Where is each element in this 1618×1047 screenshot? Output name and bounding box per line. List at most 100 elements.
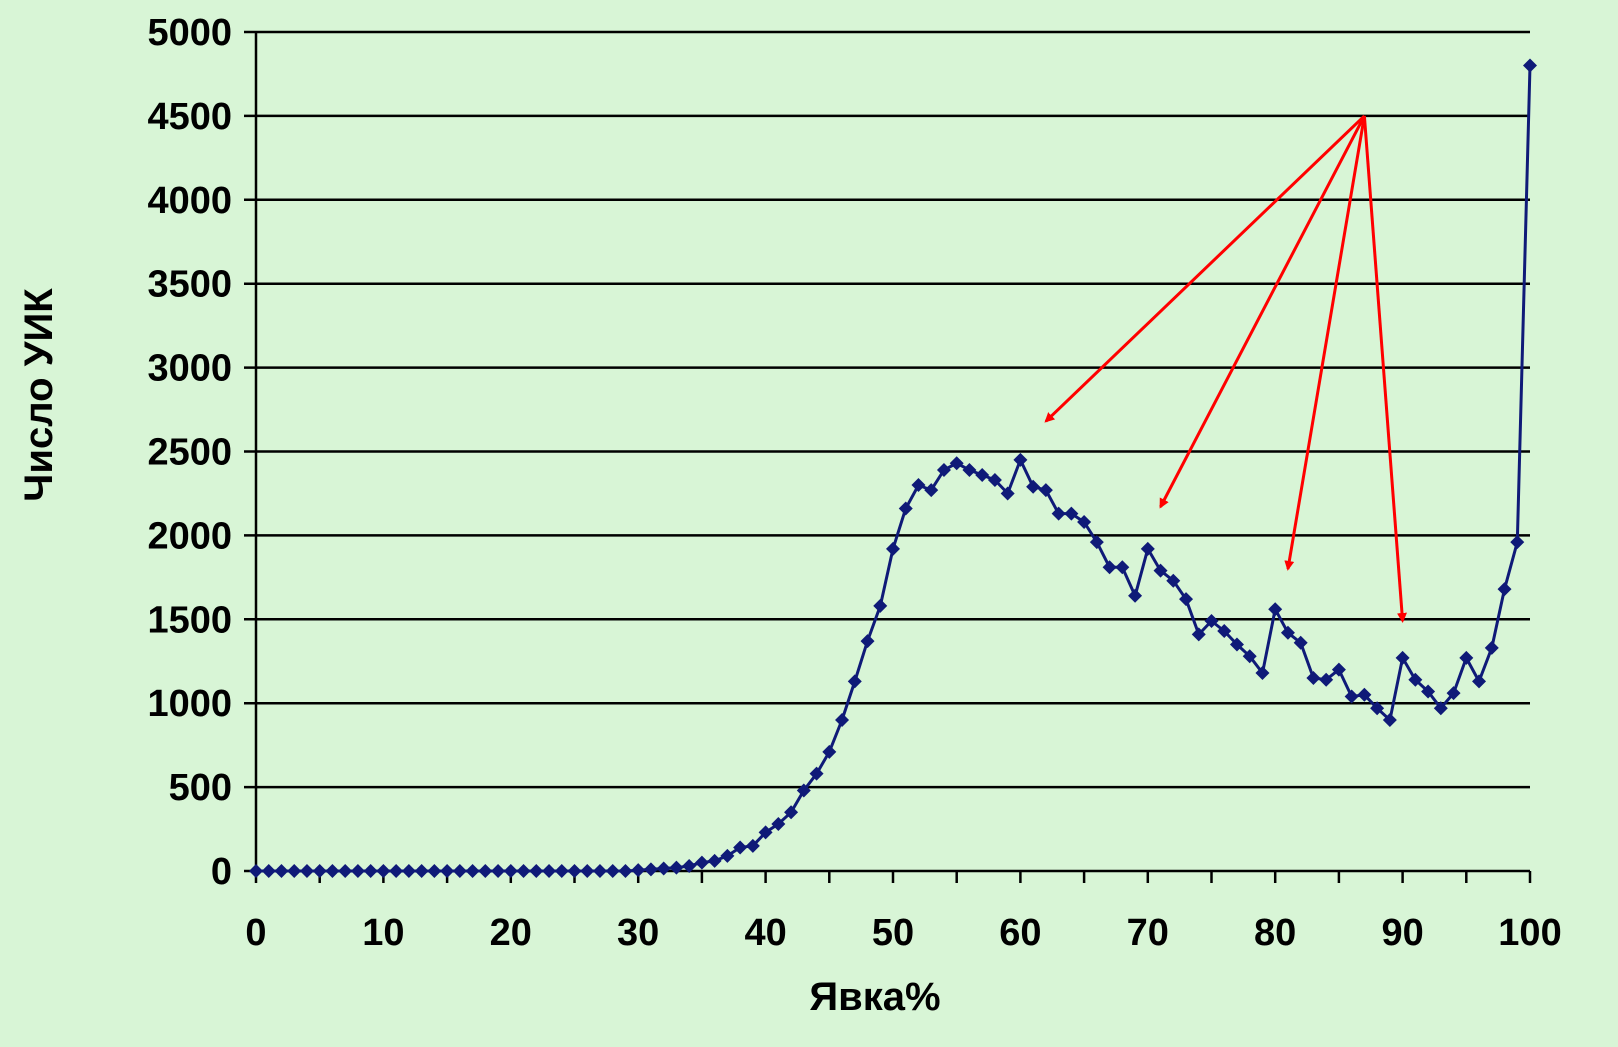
data-point-marker: [1229, 637, 1244, 652]
data-point-marker: [1421, 684, 1436, 699]
data-point-marker: [1484, 640, 1499, 655]
data-point-marker: [1140, 541, 1155, 556]
y-tick-label: 2000: [147, 515, 232, 557]
axes: 0500100015002000250030003500400045005000…: [147, 12, 1561, 954]
x-tick-label: 70: [1127, 912, 1169, 954]
data-point-marker: [720, 848, 735, 863]
annotation-arrow: [1284, 115, 1366, 571]
gridlines: [244, 30, 1530, 873]
data-point-marker: [376, 864, 391, 878]
data-point-marker: [452, 864, 467, 878]
data-point-marker: [1064, 506, 1079, 521]
data-point-marker: [669, 860, 684, 875]
data-point-marker: [542, 864, 557, 878]
data-point-marker: [1459, 650, 1474, 665]
data-point-marker: [465, 864, 480, 878]
data-point-marker: [503, 864, 518, 878]
data-point-marker: [1153, 563, 1168, 578]
data-point-marker: [491, 864, 506, 878]
annotation-arrow: [1044, 114, 1366, 423]
y-axis-title: Число УИК: [17, 288, 61, 502]
annotation-arrows: [1044, 114, 1407, 623]
data-point-marker: [1013, 452, 1028, 467]
data-point-marker: [860, 634, 875, 649]
data-point-marker: [924, 483, 939, 498]
data-point-marker: [274, 864, 289, 878]
data-point-marker: [643, 862, 658, 877]
x-tick-label: 20: [490, 912, 532, 954]
data-point-marker: [261, 864, 276, 878]
data-point-marker: [554, 864, 569, 878]
data-point-marker: [707, 853, 722, 868]
data-point-marker: [835, 712, 850, 727]
x-tick-label: 30: [617, 912, 659, 954]
y-tick-label: 1000: [147, 683, 232, 725]
annotation-arrow: [1159, 115, 1366, 509]
data-point-marker: [784, 805, 799, 820]
data-point-marker: [886, 541, 900, 556]
x-tick-label: 10: [362, 912, 404, 954]
x-tick-label: 100: [1498, 912, 1561, 954]
data-point-marker: [1179, 592, 1194, 607]
data-point-marker: [1433, 701, 1448, 716]
data-point-marker: [249, 864, 263, 878]
data-point-marker: [414, 864, 429, 878]
data-point-marker: [1510, 535, 1525, 550]
data-point-marker: [1293, 635, 1308, 650]
data-point-marker: [631, 863, 646, 878]
series-line: [256, 65, 1532, 873]
data-point-marker: [1306, 671, 1321, 686]
data-point-marker: [338, 864, 353, 878]
data-point-marker: [822, 744, 837, 759]
data-point-marker: [987, 473, 1002, 488]
data-point-marker: [809, 766, 824, 781]
x-tick-label: 40: [744, 912, 786, 954]
data-point-marker: [287, 864, 302, 878]
y-tick-label: 4500: [147, 96, 232, 138]
x-axis-title: Явка%: [809, 975, 940, 1019]
data-point-marker: [694, 855, 709, 870]
data-point-marker: [771, 817, 786, 832]
data-point-marker: [1051, 506, 1066, 521]
data-point-marker: [873, 598, 888, 613]
data-point-marker: [529, 864, 544, 878]
data-point-marker: [618, 864, 633, 878]
data-point-marker: [389, 864, 404, 878]
data-point-marker: [592, 864, 607, 878]
annotation-arrow: [1362, 115, 1407, 623]
data-point-marker: [1408, 672, 1423, 687]
data-point-marker: [567, 864, 582, 878]
data-point-marker: [325, 864, 340, 878]
x-tick-label: 60: [999, 912, 1041, 954]
y-tick-label: 0: [211, 851, 232, 893]
data-point-marker: [1102, 560, 1117, 575]
data-point-marker: [312, 864, 327, 878]
data-point-marker: [1217, 624, 1232, 639]
data-point-marker: [1446, 686, 1461, 701]
data-point-marker: [1242, 649, 1257, 664]
data-point-marker: [1204, 613, 1219, 628]
data-point-marker: [1038, 483, 1053, 498]
x-tick-label: 80: [1254, 912, 1296, 954]
data-point-marker: [605, 864, 620, 878]
data-point-marker: [1344, 689, 1359, 704]
data-point-marker: [758, 825, 773, 840]
data-point-marker: [1089, 535, 1104, 550]
y-tick-label: 2500: [147, 432, 232, 474]
y-tick-label: 1500: [147, 599, 232, 641]
data-point-marker: [363, 864, 378, 878]
data-point-marker: [656, 861, 671, 876]
data-point-marker: [796, 783, 811, 798]
data-point-marker: [1523, 58, 1537, 73]
data-point-marker: [1472, 674, 1487, 689]
data-point-marker: [936, 462, 951, 477]
data-point-marker: [682, 858, 697, 873]
data-point-marker: [516, 864, 531, 878]
data-point-marker: [1128, 588, 1143, 603]
data-point-marker: [427, 864, 442, 878]
series-turnout: [249, 58, 1537, 878]
data-point-marker: [1026, 479, 1041, 494]
data-point-marker: [975, 467, 990, 482]
